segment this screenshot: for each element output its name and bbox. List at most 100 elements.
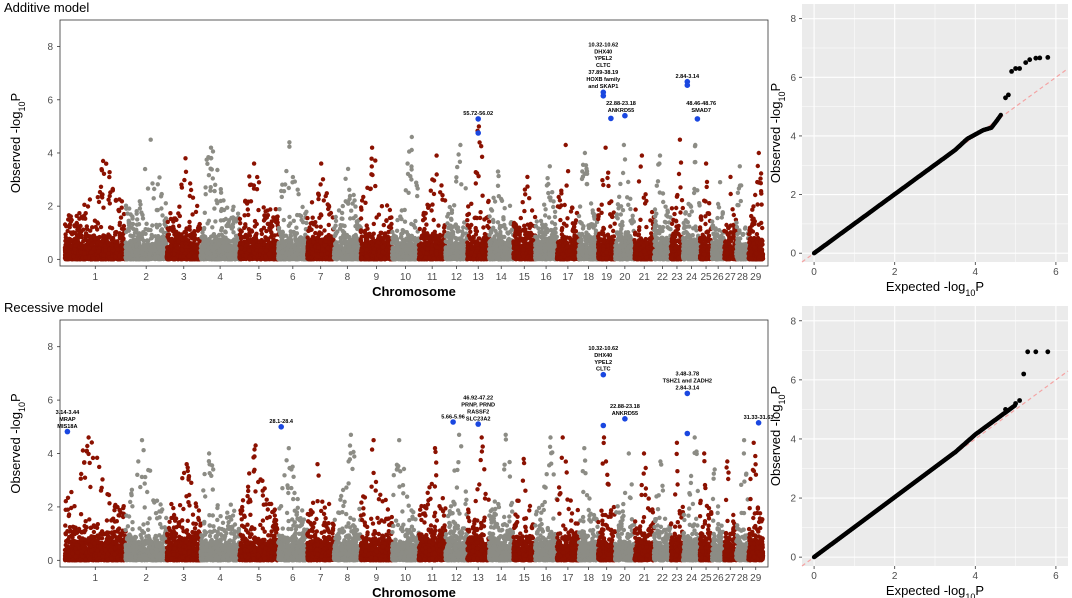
snp-point [221,207,227,213]
snp-point [215,167,220,173]
snp-point [77,216,82,221]
snp-point [84,224,90,229]
snp-point [294,225,299,230]
y-tick-label: 8 [47,42,53,53]
chromosome-1-points [62,158,128,262]
snp-point [188,187,194,193]
snp-point [213,219,218,224]
snp-point [168,211,173,216]
snp-point [252,224,258,229]
snp-point [283,182,288,187]
snp-point [163,201,168,206]
snp-point [101,171,107,176]
snp-point [77,230,82,235]
snp-point [192,238,197,243]
x-tick-label: 2 [143,272,149,283]
snp-point [155,182,160,187]
snp-point [138,202,143,207]
snp-point [65,252,71,258]
snp-point [91,256,96,261]
snp-point [212,188,217,194]
snp-point [207,256,212,261]
snp-point [287,140,292,145]
snp-point [95,195,101,200]
snp-point [177,213,182,219]
snp-point [97,234,102,240]
snp-point [108,190,113,195]
snp-point [268,207,273,212]
snp-point [246,227,252,232]
snp-point [148,227,153,233]
snp-point [168,216,173,222]
snp-point [101,253,106,258]
snp-point [174,245,180,250]
snp-point [237,216,243,222]
snp-point [160,243,166,248]
snp-point [245,207,250,212]
snp-point [135,217,140,222]
snp-point [186,253,192,259]
snp-point [251,161,257,166]
y-tick-label: 2 [47,202,53,213]
snp-point [293,236,298,241]
snp-point [64,241,70,246]
snp-point [298,237,303,242]
snp-point [153,256,158,261]
snp-point [83,211,88,216]
snp-point [172,256,178,261]
snp-point [271,248,276,253]
snp-point [210,225,215,230]
snp-point [192,232,197,237]
snp-point [300,256,306,262]
snp-point [261,205,266,210]
snp-point [167,257,172,262]
snp-point [134,209,139,214]
snp-point [83,216,88,221]
y-tick-label: 4 [47,148,53,159]
snp-point [68,230,74,235]
y-tick-label: 0 [47,255,53,266]
snp-point [206,246,211,251]
snp-point [124,243,129,248]
snp-point [160,255,165,261]
snp-point [247,238,252,243]
snp-point [169,238,174,244]
snp-point [252,251,257,256]
panel-title: Additive model [4,0,89,15]
snp-point [77,211,82,216]
snp-point [284,168,289,174]
snp-point [130,234,135,239]
snp-point [79,234,84,240]
snp-point [235,211,241,216]
snp-point [223,230,228,235]
snp-point [212,206,217,211]
snp-point [287,214,292,220]
snp-point [297,255,302,261]
snp-point [187,219,192,225]
snp-point [261,225,267,230]
snp-point [87,197,93,202]
snp-point [72,247,78,252]
snp-point [177,204,182,209]
snp-point [105,239,110,245]
snp-point [157,175,162,180]
snp-point [216,257,222,262]
snp-point [280,229,285,234]
snp-point [121,223,127,229]
snp-point [97,189,103,195]
snp-point [147,252,152,258]
snp-point [183,169,189,174]
snp-point [73,243,78,248]
snp-point [266,251,272,257]
snp-point [127,247,133,252]
x-tick-label: 1 [93,272,99,283]
snp-point [168,243,173,249]
snp-point [106,197,111,202]
snp-point [149,235,154,241]
snp-point [108,257,114,262]
snp-point [158,228,164,233]
snp-point [238,221,243,226]
snp-point [151,196,156,201]
snp-point [98,184,104,189]
